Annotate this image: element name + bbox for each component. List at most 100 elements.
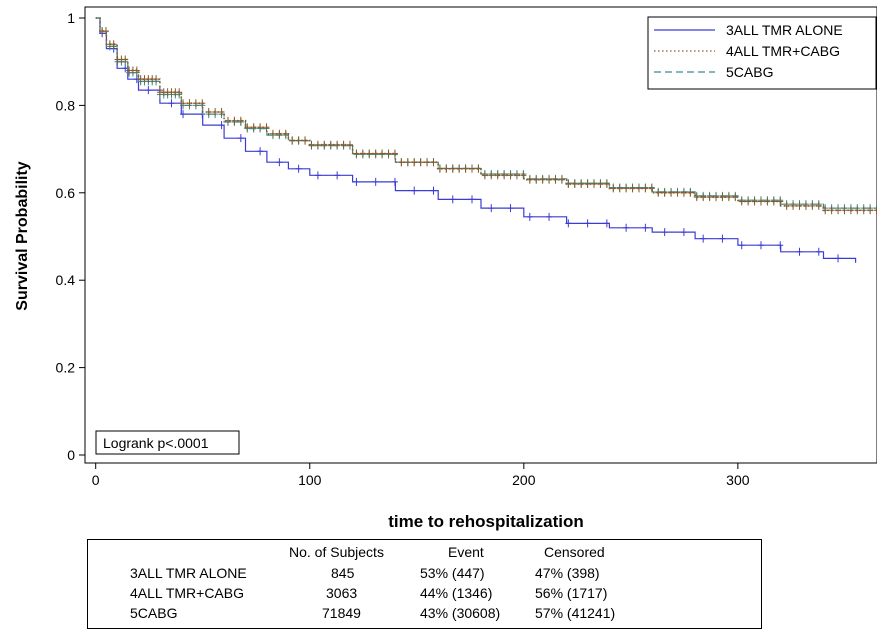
censor-mark xyxy=(533,175,540,184)
censor-mark xyxy=(334,171,341,180)
censor-mark xyxy=(513,171,520,180)
censor-mark xyxy=(398,158,405,167)
legend-label: 3ALL TMR ALONE xyxy=(726,22,843,38)
censor-mark xyxy=(295,136,302,145)
censor-mark xyxy=(565,219,572,228)
survival-chart: 0 0.2 0.4 0.6 0.8 1 0 100 200 300 Survival Proba… xyxy=(14,6,877,531)
censor-mark xyxy=(552,175,559,184)
censor-mark xyxy=(854,206,861,215)
censor-mark xyxy=(642,223,649,232)
y-axis: 0 0.2 0.4 0.6 0.8 1 xyxy=(56,10,85,463)
censor-mark xyxy=(802,201,809,210)
censor-mark xyxy=(706,193,713,202)
censor-mark xyxy=(796,247,803,256)
censor-mark xyxy=(713,193,720,202)
censor-mark xyxy=(212,107,219,116)
censor-mark xyxy=(430,158,437,167)
censor-mark xyxy=(520,171,527,180)
header-event: Event xyxy=(448,544,484,560)
censor-mark xyxy=(847,206,854,215)
censor-mark xyxy=(391,149,398,158)
censor-mark xyxy=(623,223,630,232)
censor-mark xyxy=(168,99,175,108)
row-event: 53% (447) xyxy=(420,565,485,581)
censor-mark xyxy=(783,201,790,210)
censor-mark xyxy=(764,197,771,206)
censor-mark xyxy=(346,140,353,149)
censor-mark xyxy=(770,197,777,206)
censor-mark xyxy=(655,188,662,197)
plot-area-frame xyxy=(84,6,877,464)
censor-mark xyxy=(809,201,816,210)
censor-mark xyxy=(565,180,572,189)
y-tick-label: 0.8 xyxy=(56,97,76,113)
censor-mark xyxy=(353,149,360,158)
y-tick-label: 0.6 xyxy=(56,185,76,201)
censor-mark xyxy=(867,206,874,215)
censor-mark xyxy=(815,201,822,210)
censor-mark xyxy=(237,134,244,143)
censor-mark xyxy=(680,188,687,197)
legend-label: 5CABG xyxy=(726,64,773,80)
series-layer xyxy=(95,17,877,263)
censor-mark xyxy=(295,164,302,173)
censor-mark xyxy=(661,228,668,237)
censor-mark xyxy=(263,123,270,132)
censor-mark xyxy=(546,175,553,184)
legend-box xyxy=(647,16,877,90)
censor-mark xyxy=(224,116,231,125)
censor-mark xyxy=(507,204,514,213)
censor-mark xyxy=(841,206,848,215)
censor-mark xyxy=(153,75,160,84)
censor-mark xyxy=(180,99,187,108)
censor-mark xyxy=(321,140,328,149)
censor-mark xyxy=(145,86,152,95)
censor-mark xyxy=(700,193,707,202)
censor-mark xyxy=(327,140,334,149)
censor-mark xyxy=(372,149,379,158)
censor-mark xyxy=(302,136,309,145)
row-censored: 57% (41241) xyxy=(535,605,616,621)
censor-mark xyxy=(449,164,456,173)
censor-mark xyxy=(133,66,140,75)
censor-mark xyxy=(257,147,264,156)
censor-mark xyxy=(623,184,630,193)
censor-mark xyxy=(353,177,360,186)
censor-mark xyxy=(815,247,822,256)
censor-mark xyxy=(218,107,225,116)
censor-mark xyxy=(391,177,398,186)
censor-mark xyxy=(176,88,183,97)
censor-mark xyxy=(860,206,867,215)
censor-mark xyxy=(571,180,578,189)
censor-mark xyxy=(462,164,469,173)
censor-mark xyxy=(648,184,655,193)
x-tick-label: 200 xyxy=(512,472,536,488)
row-label: 5CABG xyxy=(130,605,178,621)
censor-mark xyxy=(276,158,283,167)
censor-mark xyxy=(668,188,675,197)
censor-mark xyxy=(231,116,238,125)
y-tick-label: 0.4 xyxy=(56,272,76,288)
row-event: 43% (30608) xyxy=(420,605,501,621)
censor-mark xyxy=(469,164,476,173)
row-subjects: 3063 xyxy=(326,585,358,601)
censor-mark xyxy=(501,171,508,180)
censor-mark xyxy=(366,149,373,158)
censor-mark xyxy=(591,180,598,189)
censor-mark xyxy=(629,184,636,193)
censor-mark xyxy=(539,175,546,184)
stats-table: No. of Subjects Event Censored 3ALL TMR … xyxy=(87,539,762,629)
censor-mark xyxy=(757,197,764,206)
censor-mark xyxy=(192,99,199,108)
censor-mark xyxy=(719,234,726,243)
censor-mark xyxy=(334,140,341,149)
censor-mark xyxy=(796,201,803,210)
censor-mark xyxy=(102,27,109,36)
logrank-box xyxy=(95,430,240,455)
censor-mark xyxy=(745,197,752,206)
censor-mark xyxy=(314,171,321,180)
legend-label: 4ALL TMR+CABG xyxy=(726,43,840,59)
censor-mark xyxy=(411,158,418,167)
censor-mark xyxy=(873,206,877,215)
logrank-annotation: Logrank p<.0001 xyxy=(95,430,240,455)
